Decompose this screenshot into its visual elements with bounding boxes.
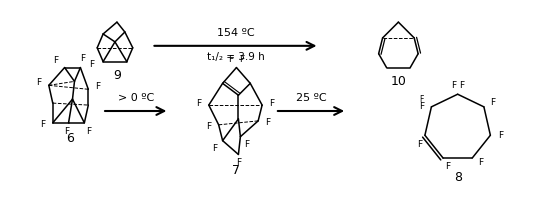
Text: 8: 8 xyxy=(454,171,462,184)
Text: F: F xyxy=(269,99,275,108)
Text: F: F xyxy=(417,140,423,149)
Text: F: F xyxy=(89,60,94,69)
Text: 6: 6 xyxy=(67,132,74,145)
Text: F: F xyxy=(228,55,233,64)
Text: 7: 7 xyxy=(233,164,241,177)
Text: > 0 ºC: > 0 ºC xyxy=(118,93,154,103)
Text: F: F xyxy=(244,140,249,149)
Text: 154 ºC: 154 ºC xyxy=(217,28,254,38)
Text: F: F xyxy=(266,118,270,127)
Text: F: F xyxy=(498,131,503,140)
Text: F: F xyxy=(95,82,101,91)
Text: F: F xyxy=(212,144,217,153)
Text: F: F xyxy=(419,102,424,111)
Text: 10: 10 xyxy=(390,75,406,88)
Text: F: F xyxy=(236,158,241,167)
Text: F: F xyxy=(53,56,59,65)
Text: F: F xyxy=(196,99,202,108)
Text: F: F xyxy=(490,98,495,107)
Text: F: F xyxy=(40,120,46,129)
Text: F: F xyxy=(36,78,42,87)
Text: F: F xyxy=(64,127,69,136)
Text: F: F xyxy=(239,55,244,64)
Text: F: F xyxy=(446,162,450,171)
Text: t₁/₂ = 3.9 h: t₁/₂ = 3.9 h xyxy=(207,52,264,62)
Text: F: F xyxy=(479,159,483,167)
Text: F: F xyxy=(86,127,91,136)
Text: F: F xyxy=(451,81,456,90)
Text: 9: 9 xyxy=(113,69,121,82)
Text: F: F xyxy=(420,95,424,104)
Text: F: F xyxy=(206,122,211,131)
Text: 25 ºC: 25 ºC xyxy=(296,93,326,103)
Text: F: F xyxy=(80,54,85,63)
Text: F: F xyxy=(459,81,464,90)
